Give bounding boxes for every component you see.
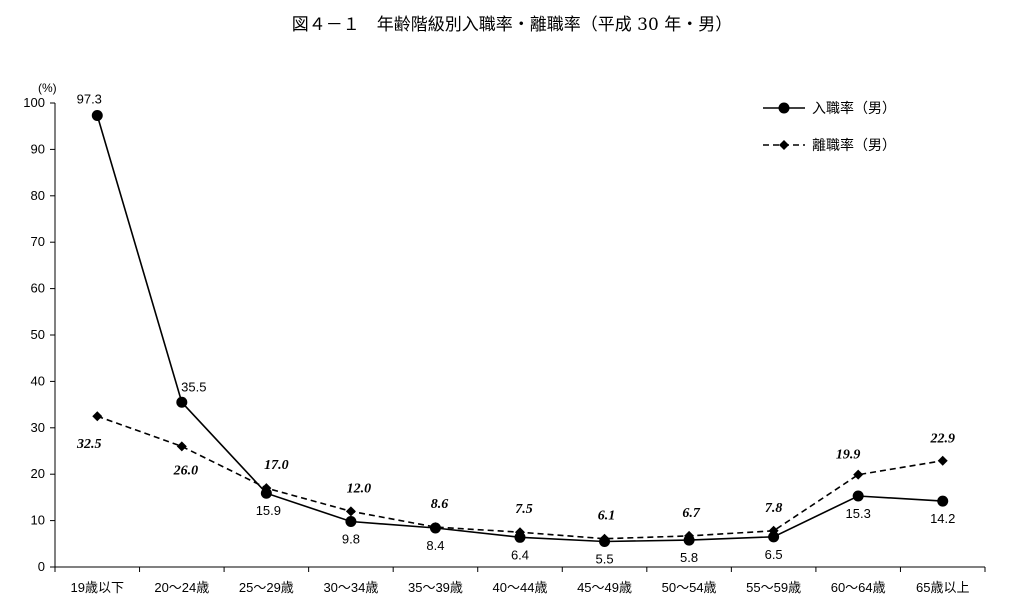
data-label: 15.3: [846, 506, 871, 521]
data-point-diamond: [768, 525, 779, 536]
x-category-label: 55～59歳: [746, 580, 801, 595]
data-point-diamond: [430, 522, 441, 533]
data-point-circle: [176, 396, 188, 408]
x-category-label: 40～44歳: [493, 580, 548, 595]
data-label: 35.5: [181, 379, 206, 394]
x-category-label: 65歳以上: [916, 580, 969, 595]
x-category-label: 50～54歳: [662, 580, 717, 595]
data-point-diamond: [345, 506, 356, 517]
data-label: 5.5: [596, 551, 614, 566]
data-point-diamond: [937, 455, 948, 466]
y-tick-label: 70: [31, 234, 45, 249]
data-label: 7.8: [765, 501, 783, 516]
data-label: 32.5: [76, 437, 102, 452]
data-label: 8.4: [426, 538, 444, 553]
series-markers: [91, 110, 949, 547]
x-category-label: 20～24歳: [154, 580, 209, 595]
series-lines: [96, 115, 943, 543]
chart-title: 図４－１ 年齢階級別入職率・離職率（平成 30 年・男）: [291, 15, 733, 35]
data-label: 14.2: [930, 511, 955, 526]
data-label: 6.4: [511, 547, 529, 562]
data-point-diamond: [261, 483, 272, 494]
data-label: 26.0: [173, 463, 199, 478]
data-point-diamond: [684, 530, 695, 541]
data-point-diamond: [176, 441, 187, 452]
x-category-label: 25～29歳: [239, 580, 294, 595]
data-point-diamond: [853, 469, 864, 480]
y-tick-label: 40: [31, 373, 45, 388]
y-tick-label: 20: [31, 466, 45, 481]
data-point-circle: [514, 531, 526, 543]
y-tick-label: 0: [38, 559, 45, 574]
y-tick-label: 100: [23, 95, 45, 110]
data-label: 6.5: [765, 547, 783, 562]
y-tick-label: 90: [31, 141, 45, 156]
y-tick-label: 80: [31, 188, 45, 203]
data-point-diamond: [515, 527, 525, 538]
data-label: 6.1: [598, 509, 616, 524]
data-labels: 97.3 35.5 15.9 9.8 8.4 6.4 5.5 5.8 6.5 15.3 14.2 32…: [76, 92, 955, 567]
data-label: 5.8: [680, 550, 698, 565]
data-label: 8.6: [431, 497, 449, 512]
y-tick-labels: 0 10 20 30 40 50 60 70 80 90 100: [23, 95, 55, 574]
data-label: 19.9: [836, 448, 861, 463]
data-label: 12.0: [347, 481, 372, 496]
y-tick-label: 60: [31, 281, 45, 296]
y-tick-label: 10: [31, 513, 45, 528]
y-unit-label: (%): [38, 81, 57, 95]
data-label: 7.5: [515, 502, 533, 517]
y-tick-label: 30: [31, 420, 45, 435]
x-category-labels: 19歳以下 20～24歳 25～29歳 30～34歳 35～39歳 40～44歳 45～49…: [54, 567, 986, 595]
legend-marker-diamond: [779, 140, 789, 150]
data-point-circle: [937, 495, 949, 507]
legend: 入職率（男） 離職率（男）: [763, 100, 896, 154]
data-point-circle: [852, 490, 864, 502]
data-label: 9.8: [342, 532, 360, 547]
x-category-label: 60～64歳: [831, 580, 886, 595]
data-point-diamond: [599, 533, 610, 544]
data-label: 22.9: [929, 432, 955, 447]
data-label: 17.0: [264, 458, 289, 473]
series-line-2: [97, 415, 943, 540]
data-point-circle: [91, 110, 103, 122]
data-point-diamond: [92, 411, 103, 422]
x-category-label: 19歳以下: [71, 580, 124, 595]
data-label: 97.3: [77, 92, 102, 107]
data-point-circle: [260, 487, 272, 499]
data-point-circle: [345, 516, 357, 528]
legend-marker-circle: [778, 102, 790, 114]
x-category-label: 35～39歳: [408, 580, 463, 595]
series-line-1: [96, 115, 943, 543]
data-label: 6.7: [682, 506, 701, 521]
legend-entry: 入職率（男）: [812, 100, 896, 117]
data-point-circle: [768, 531, 780, 543]
x-category-label: 45～49歳: [577, 580, 632, 595]
x-category-label: 30～34歳: [323, 580, 378, 595]
y-tick-label: 50: [31, 327, 45, 342]
legend-entry: 離職率（男）: [812, 137, 896, 154]
data-label: 15.9: [256, 503, 281, 518]
chart-axes: [54, 103, 985, 568]
